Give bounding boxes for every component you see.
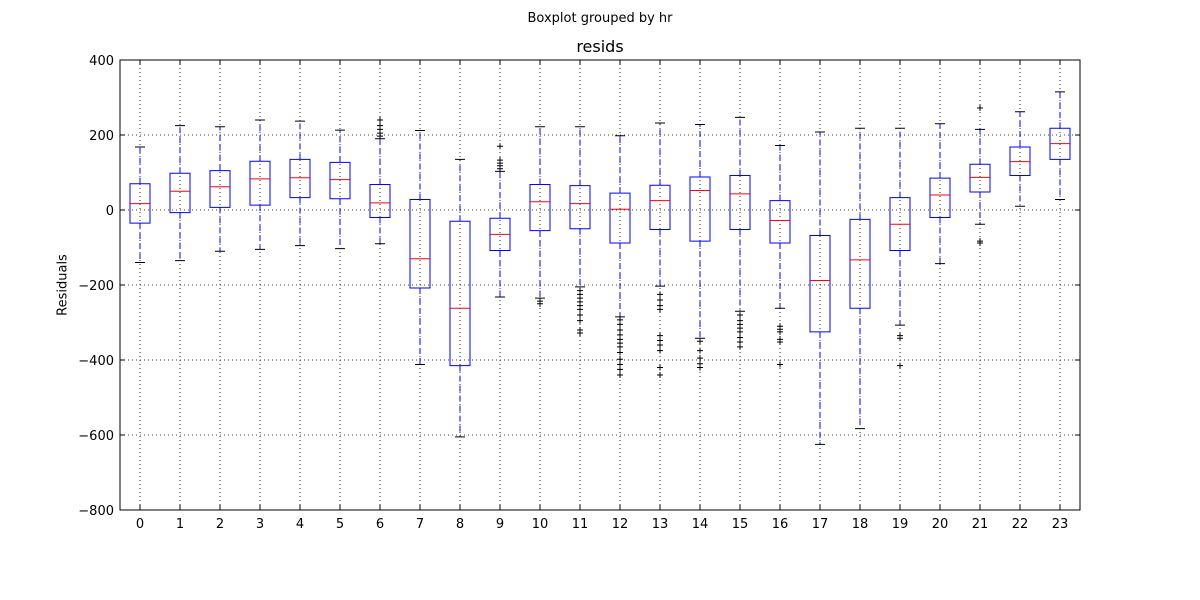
box xyxy=(809,235,831,333)
x-tick-label: 10 xyxy=(532,517,549,532)
y-tick-label: −600 xyxy=(78,429,114,444)
flier-point xyxy=(657,347,663,354)
flier-point xyxy=(577,306,583,313)
flier-point xyxy=(737,328,743,335)
flier-point xyxy=(697,347,703,354)
x-tick-label: 9 xyxy=(496,517,504,532)
x-tick-label: 11 xyxy=(572,517,589,532)
box xyxy=(609,192,631,244)
flier-point xyxy=(897,362,903,369)
flier-point xyxy=(897,335,903,342)
flier-point xyxy=(697,338,703,345)
x-tick-label: 6 xyxy=(376,517,384,532)
box xyxy=(369,184,391,218)
flier-point xyxy=(777,361,783,368)
x-tick-label: 21 xyxy=(972,517,989,532)
y-tick-label: 400 xyxy=(89,54,114,69)
x-tick-label: 12 xyxy=(612,517,629,532)
box xyxy=(289,158,311,199)
flier-point xyxy=(537,300,543,307)
box xyxy=(169,172,191,214)
flier-point xyxy=(617,356,623,363)
flier-point xyxy=(617,372,623,378)
flier-point xyxy=(657,297,663,303)
flier-point xyxy=(497,157,503,164)
box xyxy=(249,160,271,206)
x-tick-label: 1 xyxy=(176,517,184,532)
x-tick-label: 15 xyxy=(732,517,749,532)
flier-point xyxy=(657,372,663,378)
flier-point xyxy=(577,317,583,324)
x-tick-label: 4 xyxy=(296,517,304,532)
box xyxy=(529,184,551,232)
x-tick-label: 13 xyxy=(652,517,669,532)
flier-point xyxy=(977,105,983,111)
flier-point xyxy=(737,343,743,350)
flier-point xyxy=(617,366,623,373)
chart-suptitle: Boxplot grouped by hr xyxy=(527,11,673,26)
y-tick-label: −400 xyxy=(78,354,114,369)
x-tick-label: 20 xyxy=(932,517,949,532)
y-tick-label: 200 xyxy=(89,129,114,144)
flier-point xyxy=(377,117,383,123)
flier-point xyxy=(737,312,743,318)
box xyxy=(329,161,351,200)
flier-point xyxy=(777,328,783,335)
x-tick-label: 7 xyxy=(416,517,424,532)
chart-title: resids xyxy=(576,37,624,56)
x-tick-label: 17 xyxy=(812,517,829,532)
box xyxy=(969,163,991,193)
flier-point xyxy=(497,143,503,150)
flier-point xyxy=(617,349,623,356)
box xyxy=(449,220,471,367)
y-tick-label: −800 xyxy=(78,504,114,519)
box xyxy=(849,218,871,309)
x-tick-label: 23 xyxy=(1052,517,1069,532)
box xyxy=(409,199,431,289)
x-tick-label: 14 xyxy=(692,517,709,532)
flier-point xyxy=(697,355,703,362)
flier-point xyxy=(657,342,663,348)
x-tick-label: 22 xyxy=(1012,517,1029,532)
flier-point xyxy=(777,339,783,345)
y-tick-label: −200 xyxy=(78,279,114,294)
box xyxy=(209,170,231,208)
flier-point xyxy=(577,330,583,336)
box xyxy=(729,175,751,230)
box xyxy=(649,184,671,230)
x-tick-label: 19 xyxy=(892,517,909,532)
box xyxy=(769,200,791,244)
x-tick-label: 2 xyxy=(216,517,224,532)
flier-point xyxy=(657,291,663,298)
box xyxy=(689,176,711,242)
flier-point xyxy=(657,306,663,313)
y-tick-label: 0 xyxy=(106,204,114,219)
flier-point xyxy=(377,122,383,129)
flier-point xyxy=(617,321,623,328)
box xyxy=(569,185,591,230)
x-tick-label: 0 xyxy=(136,517,144,532)
x-tick-label: 16 xyxy=(772,517,789,532)
flier-point xyxy=(577,312,583,318)
x-tick-label: 3 xyxy=(256,517,264,532)
flier-point xyxy=(617,343,623,350)
flier-point xyxy=(977,240,983,246)
x-tick-label: 8 xyxy=(456,517,464,532)
flier-point xyxy=(697,364,703,371)
box xyxy=(929,177,951,218)
flier-point xyxy=(657,364,663,371)
x-tick-label: 5 xyxy=(336,517,344,532)
x-tick-label: 18 xyxy=(852,517,869,532)
